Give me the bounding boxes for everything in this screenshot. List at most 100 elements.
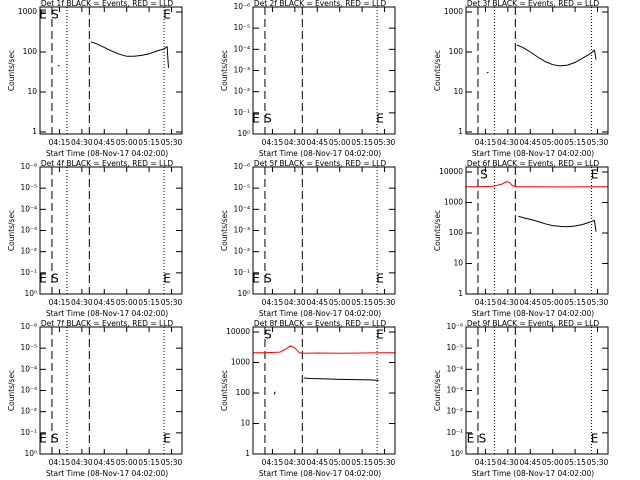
plot-frame xyxy=(252,326,396,455)
x-tick-label: 05:00 xyxy=(329,458,351,467)
series-line xyxy=(518,215,597,232)
y-tick-label: 10⁻¹ xyxy=(20,268,37,277)
x-tick-label: 04:45 xyxy=(93,138,115,147)
x-tick-label: 05:15 xyxy=(138,298,160,307)
annotation: E xyxy=(39,8,47,22)
y-tick-label: 10⁻² xyxy=(446,407,463,416)
panel: Det 3f BLACK = Events, RED = LLD Start Ti… xyxy=(433,0,609,158)
x-tick-label: 05:15 xyxy=(138,458,160,467)
y-tick-label: 10⁰ xyxy=(237,129,250,138)
chart-title: Det 8f BLACK = Events, RED = LLD xyxy=(254,319,387,328)
annotation: E xyxy=(376,112,384,126)
x-tick-label: 04:30 xyxy=(284,138,306,147)
x-tick-label: 04:30 xyxy=(497,458,519,467)
annotation: E xyxy=(163,432,171,446)
y-tick-label: 1000 xyxy=(18,7,37,16)
annotation: E xyxy=(376,328,384,342)
x-tick-label: 05:15 xyxy=(564,458,586,467)
x-tick-label: 05:15 xyxy=(564,298,586,307)
y-tick-label: 10⁻⁴ xyxy=(20,364,37,373)
plot-frame xyxy=(465,166,609,295)
y-axis-label: Counts/sec xyxy=(220,370,229,411)
x-axis-label: Start Time (08-Nov-17 04:02:00) xyxy=(259,309,381,318)
x-axis-label: Start Time (08-Nov-17 04:02:00) xyxy=(46,309,168,318)
y-axis-label: Counts/sec xyxy=(220,50,229,91)
x-axis-label: Start Time (08-Nov-17 04:02:00) xyxy=(472,469,594,478)
x-tick-label: 04:45 xyxy=(519,138,541,147)
annotation: S xyxy=(479,432,487,446)
y-axis-label: Counts/sec xyxy=(7,50,16,91)
x-tick-label: 05:00 xyxy=(329,298,351,307)
x-tick-label: 04:15 xyxy=(262,298,284,307)
y-tick-label: 10⁻⁴ xyxy=(233,44,250,53)
x-tick-label: 05:30 xyxy=(587,458,609,467)
y-tick-label: 10⁻⁵ xyxy=(20,183,37,192)
plot-frame xyxy=(252,166,396,295)
x-tick-label: 04:30 xyxy=(71,138,93,147)
y-tick-label: 10⁻⁶ xyxy=(20,322,37,331)
x-axis-label: Start Time (08-Nov-17 04:02:00) xyxy=(259,149,381,158)
y-tick-label: 1 xyxy=(32,127,37,136)
y-axis-label: Counts/sec xyxy=(7,370,16,411)
y-tick-label: 10⁻³ xyxy=(233,66,250,75)
x-tick-label: 04:15 xyxy=(262,138,284,147)
y-tick-label: 10⁻⁵ xyxy=(446,343,463,352)
y-tick-label: 1000 xyxy=(444,7,463,16)
x-tick-label: 04:30 xyxy=(284,298,306,307)
chart-title: Det 7f BLACK = Events, RED = LLD xyxy=(41,319,174,328)
annotation: S xyxy=(264,272,272,286)
y-tick-label: 10⁻³ xyxy=(20,386,37,395)
x-tick-label: 04:15 xyxy=(262,458,284,467)
series-line xyxy=(273,377,379,395)
annotation: E xyxy=(39,272,47,286)
x-tick-label: 05:15 xyxy=(138,138,160,147)
annotation: E xyxy=(467,432,475,446)
panel: Det 9f BLACK = Events, RED = LLD Start Ti… xyxy=(433,319,609,478)
y-tick-label: 1000 xyxy=(231,358,250,367)
y-tick-label: 10⁰ xyxy=(237,289,250,298)
series-line xyxy=(253,345,395,354)
y-tick-label: 10⁻⁵ xyxy=(233,23,250,32)
x-tick-label: 04:45 xyxy=(93,298,115,307)
x-tick-label: 04:15 xyxy=(475,138,497,147)
x-axis-label: Start Time (08-Nov-17 04:02:00) xyxy=(46,469,168,478)
x-tick-label: 05:15 xyxy=(351,298,373,307)
annotation: S xyxy=(51,432,59,446)
y-tick-label: 10⁻⁵ xyxy=(20,343,37,352)
y-tick-label: 10⁻² xyxy=(233,87,250,96)
series-line xyxy=(57,41,169,68)
panel: Det 6f BLACK = Events, RED = LLD Start Ti… xyxy=(433,159,609,318)
x-tick-label: 04:45 xyxy=(519,298,541,307)
chart-title: Det 9f BLACK = Events, RED = LLD xyxy=(467,319,600,328)
chart-title: Det 1f BLACK = Events, RED = LLD xyxy=(41,0,174,8)
panel: Det 8f BLACK = Events, RED = LLD Start Ti… xyxy=(220,319,396,478)
y-tick-label: 10 xyxy=(453,259,463,268)
x-tick-label: 05:00 xyxy=(116,138,138,147)
y-tick-label: 10⁻⁴ xyxy=(233,204,250,213)
y-tick-label: 10⁻⁶ xyxy=(446,322,463,331)
panel: Det 5f BLACK = Events, RED = LLD Start Ti… xyxy=(220,159,396,318)
y-tick-label: 10⁰ xyxy=(450,449,463,458)
plot-frame xyxy=(39,326,183,455)
x-tick-label: 05:00 xyxy=(542,298,564,307)
y-axis-label: Counts/sec xyxy=(433,50,442,91)
x-tick-label: 04:45 xyxy=(306,458,328,467)
y-tick-label: 10⁻³ xyxy=(446,386,463,395)
x-tick-label: 05:30 xyxy=(374,298,396,307)
x-tick-label: 04:15 xyxy=(49,458,71,467)
series-line xyxy=(466,181,608,188)
x-tick-label: 05:00 xyxy=(116,458,138,467)
x-tick-label: 05:30 xyxy=(587,138,609,147)
y-axis-label: Counts/sec xyxy=(220,210,229,251)
y-tick-label: 10⁻² xyxy=(233,247,250,256)
annotation: S xyxy=(51,8,59,22)
y-tick-label: 10⁻¹ xyxy=(20,428,37,437)
annotation: S xyxy=(264,328,272,342)
y-tick-label: 10⁻³ xyxy=(20,226,37,235)
y-axis-label: Counts/sec xyxy=(7,210,16,251)
y-tick-label: 10⁻¹ xyxy=(446,428,463,437)
y-tick-label: 10⁻⁴ xyxy=(446,364,463,373)
y-tick-label: 10 xyxy=(240,419,250,428)
panel: Det 2f BLACK = Events, RED = LLD Start Ti… xyxy=(220,0,396,158)
x-tick-label: 04:30 xyxy=(71,298,93,307)
